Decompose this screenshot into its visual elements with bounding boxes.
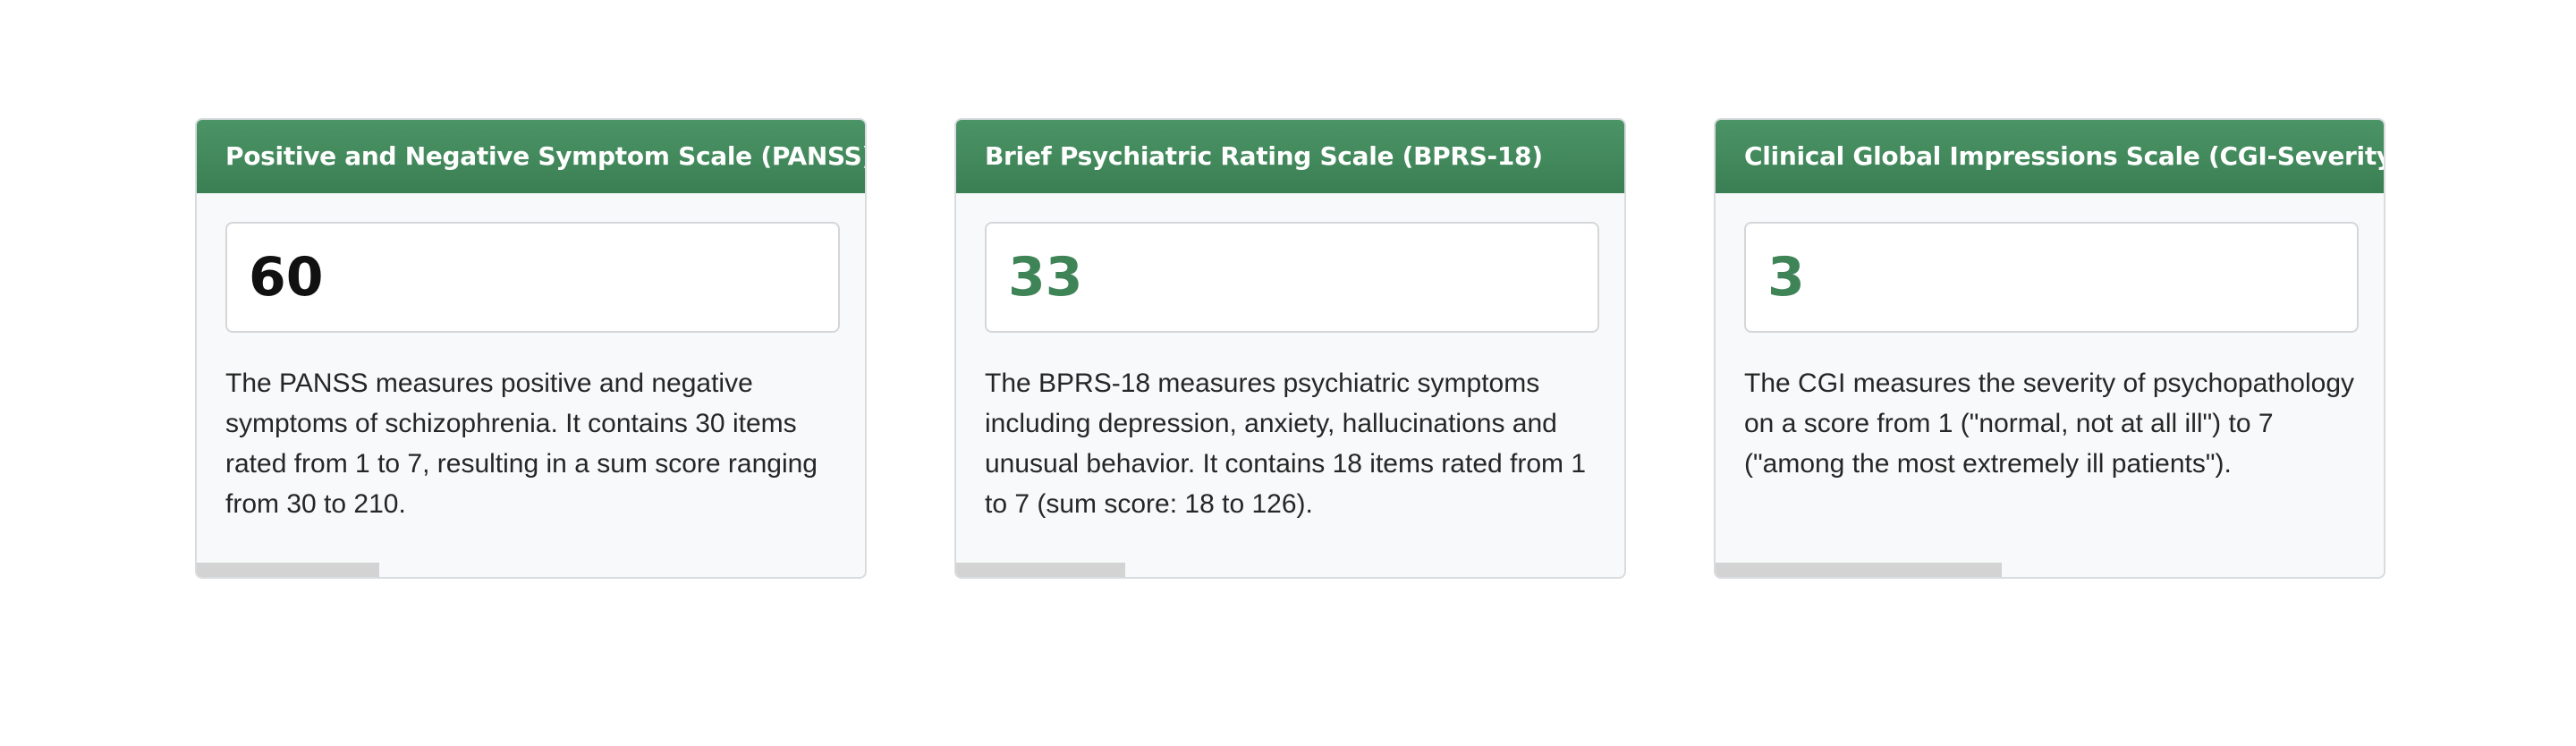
panss-progress-fill	[197, 563, 379, 577]
panss-score-field[interactable]: 60	[225, 222, 840, 333]
cgi-card-title: Clinical Global Impressions Scale (CGI-S…	[1716, 120, 2384, 193]
panss-progress-bar	[197, 563, 865, 577]
cgi-description: The CGI measures the severity of psychop…	[1744, 369, 2355, 479]
panss-description: The PANSS measures positive and negative…	[225, 369, 818, 519]
bprs-progress-fill	[956, 563, 1125, 577]
cgi-progress-bar	[1716, 563, 2384, 577]
bprs-score-field[interactable]: 33	[985, 222, 1599, 333]
scale-cards: Positive and Negative Symptom Scale (PAN…	[195, 118, 2385, 579]
bprs-description: The BPRS-18 measures psychiatric symptom…	[985, 369, 1587, 519]
cgi-progress-fill	[1716, 563, 2002, 577]
cgi-score-field[interactable]: 3	[1744, 222, 2359, 333]
bprs-progress-bar	[956, 563, 1624, 577]
bprs-card-title: Brief Psychiatric Rating Scale (BPRS-18)	[956, 120, 1624, 193]
bprs-card: Brief Psychiatric Rating Scale (BPRS-18)…	[954, 118, 1626, 579]
panss-card: Positive and Negative Symptom Scale (PAN…	[195, 118, 867, 579]
panss-card-title: Positive and Negative Symptom Scale (PAN…	[197, 120, 865, 193]
cgi-card: Clinical Global Impressions Scale (CGI-S…	[1714, 118, 2385, 579]
